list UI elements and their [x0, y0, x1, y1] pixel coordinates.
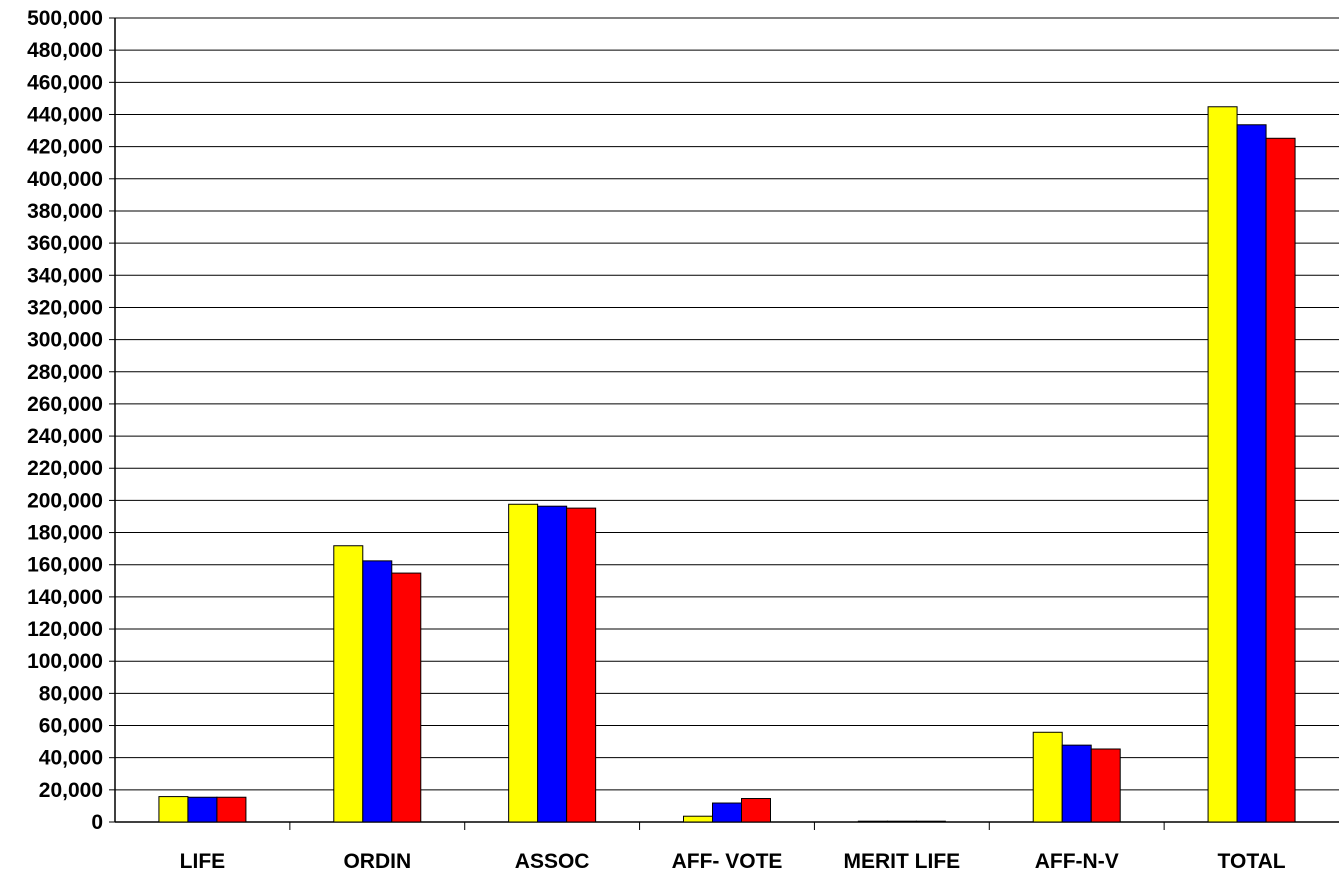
y-tick-label: 40,000 [39, 747, 103, 770]
bar-2 [886, 820, 917, 823]
bar-1 [1032, 731, 1063, 823]
x-axis-category-labels: LIFE ORDIN ASSOC AFF- VOTE MERIT LIFE AFF-N-V… [180, 850, 1286, 873]
axes [109, 17, 1339, 830]
y-tick-label: 260,000 [27, 393, 103, 416]
bar-2 [187, 796, 218, 823]
bar-1 [857, 820, 888, 823]
y-tick-label: 500,000 [27, 7, 103, 30]
y-tick-label: 460,000 [27, 71, 103, 94]
bar-1 [508, 503, 539, 823]
y-tick-label: 380,000 [27, 200, 103, 223]
bar-3 [216, 796, 247, 823]
y-tick-label: 280,000 [27, 361, 103, 384]
bars [158, 106, 1296, 823]
y-tick-label: 0 [91, 811, 103, 834]
y-tick-label: 220,000 [27, 457, 103, 480]
y-tick-label: 320,000 [27, 296, 103, 319]
y-tick-label: 100,000 [27, 650, 103, 673]
y-tick-label: 60,000 [39, 715, 103, 738]
y-tick-label: 300,000 [27, 329, 103, 352]
bar-1 [1207, 106, 1238, 823]
bar-3 [741, 798, 771, 823]
y-tick-label: 400,000 [27, 168, 103, 191]
y-tick-label: 160,000 [27, 554, 103, 577]
bar-1 [683, 815, 713, 823]
y-tick-label: 20,000 [39, 779, 103, 802]
bar-3 [1090, 748, 1121, 823]
y-axis-tick-labels: 0 20,000 40,000 60,000 80,000 100,000 120,000 1… [27, 7, 103, 834]
y-tick-label: 440,000 [27, 103, 103, 126]
y-tick-label: 360,000 [27, 232, 103, 255]
x-category-label: TOTAL [1218, 850, 1286, 873]
bar-2 [1236, 124, 1267, 823]
y-tick-label: 420,000 [27, 136, 103, 159]
x-category-label: LIFE [180, 850, 226, 873]
bar-2 [1061, 744, 1092, 823]
bar-3 [566, 507, 597, 823]
y-tick-label: 180,000 [27, 522, 103, 545]
y-tick-label: 480,000 [27, 39, 103, 62]
y-tick-label: 120,000 [27, 618, 103, 641]
x-category-label: AFF-N-V [1035, 850, 1119, 873]
y-tick-label: 240,000 [27, 425, 103, 448]
x-category-label: MERIT LIFE [844, 850, 961, 873]
bar-3 [1265, 137, 1296, 823]
bar-2 [537, 505, 568, 823]
y-tick-label: 200,000 [27, 489, 103, 512]
bar-1 [333, 545, 364, 823]
x-category-label: ASSOC [515, 850, 590, 873]
bar-2 [362, 560, 393, 823]
bar-3 [391, 572, 422, 823]
y-tick-label: 80,000 [39, 682, 103, 705]
y-tick-label: 140,000 [27, 586, 103, 609]
gridlines [115, 17, 1339, 791]
bar-3 [915, 820, 946, 823]
y-tick-label: 340,000 [27, 264, 103, 287]
bar-2 [712, 802, 742, 823]
x-category-label: ORDIN [343, 850, 411, 873]
bar-1 [158, 796, 189, 823]
x-category-label: AFF- VOTE [672, 850, 783, 873]
